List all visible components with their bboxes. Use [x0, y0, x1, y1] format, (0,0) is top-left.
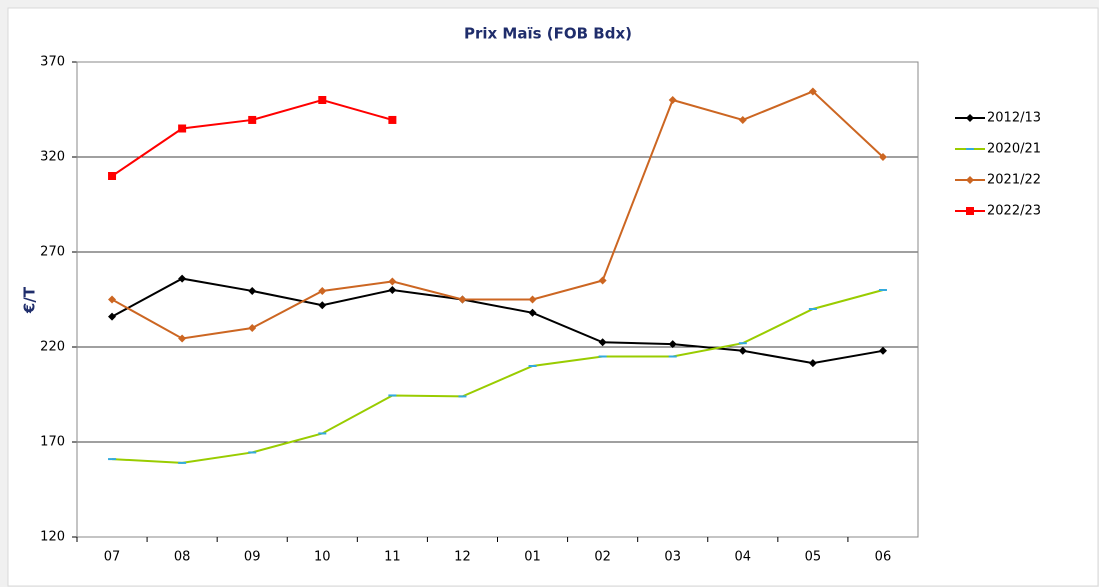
- x-tick-label: 09: [244, 550, 261, 565]
- marker: [248, 115, 257, 124]
- legend-label: 2021/22: [987, 173, 1041, 188]
- marker: [318, 96, 327, 104]
- marker: [878, 289, 887, 291]
- marker: [878, 346, 887, 355]
- x-tick-label: 08: [174, 550, 191, 565]
- marker: [878, 153, 887, 161]
- marker: [108, 312, 117, 321]
- x-tick-label: 02: [594, 550, 611, 565]
- marker: [808, 308, 817, 310]
- x-tick-label: 07: [104, 550, 121, 565]
- marker: [458, 295, 467, 304]
- series-line: [111, 289, 884, 464]
- x-tick-label: 11: [384, 550, 401, 565]
- marker: [598, 338, 607, 347]
- x-tick-label: 10: [314, 550, 331, 565]
- y-axis-label: €/T: [21, 286, 39, 314]
- marker: [388, 277, 397, 286]
- marker: [248, 324, 257, 332]
- x-tick-label: 01: [524, 550, 541, 565]
- x-tick-label: 04: [735, 550, 752, 565]
- legend-label: 2012/13: [987, 111, 1041, 126]
- marker: [668, 340, 677, 349]
- marker: [668, 96, 677, 104]
- chart-title: Prix Maïs (FOB Bdx): [464, 25, 632, 43]
- marker: [178, 124, 187, 133]
- marker: [598, 276, 607, 285]
- marker: [388, 115, 397, 124]
- marker: [738, 346, 747, 355]
- chart-frame: [7, 7, 1099, 587]
- marker: [528, 365, 537, 367]
- x-tick-label: 06: [875, 550, 892, 565]
- marker: [108, 458, 117, 461]
- marker: [528, 295, 537, 304]
- marker: [966, 114, 974, 122]
- legend-label: 2022/23: [987, 204, 1041, 219]
- marker: [528, 308, 537, 317]
- marker: [458, 395, 467, 398]
- marker: [966, 176, 974, 184]
- series-line: [111, 277, 884, 365]
- y-tick-label: 320: [40, 150, 65, 165]
- marker: [318, 432, 327, 435]
- marker: [966, 207, 974, 215]
- y-tick-label: 220: [40, 340, 65, 355]
- y-tick-label: 270: [40, 245, 65, 260]
- marker: [318, 301, 327, 310]
- marker: [598, 355, 607, 358]
- marker: [668, 355, 677, 358]
- marker: [808, 87, 817, 96]
- marker: [738, 115, 747, 124]
- y-tick-label: 120: [40, 530, 65, 545]
- legend-label: 2020/21: [987, 142, 1041, 157]
- marker: [248, 286, 257, 295]
- marker: [808, 359, 817, 368]
- marker: [388, 286, 397, 294]
- marker: [966, 148, 974, 150]
- y-tick-label: 170: [40, 435, 65, 450]
- marker: [388, 394, 397, 397]
- y-tick-label: 370: [40, 55, 65, 70]
- marker: [178, 461, 187, 464]
- x-tick-label: 12: [454, 550, 471, 565]
- x-tick-label: 03: [664, 550, 681, 565]
- marker: [318, 286, 327, 295]
- marker: [178, 274, 187, 283]
- marker: [108, 295, 117, 304]
- series-line: [111, 90, 884, 340]
- marker: [178, 334, 187, 343]
- x-tick-label: 05: [805, 550, 822, 565]
- marker: [108, 172, 117, 180]
- marker: [738, 342, 747, 345]
- marker: [248, 451, 257, 454]
